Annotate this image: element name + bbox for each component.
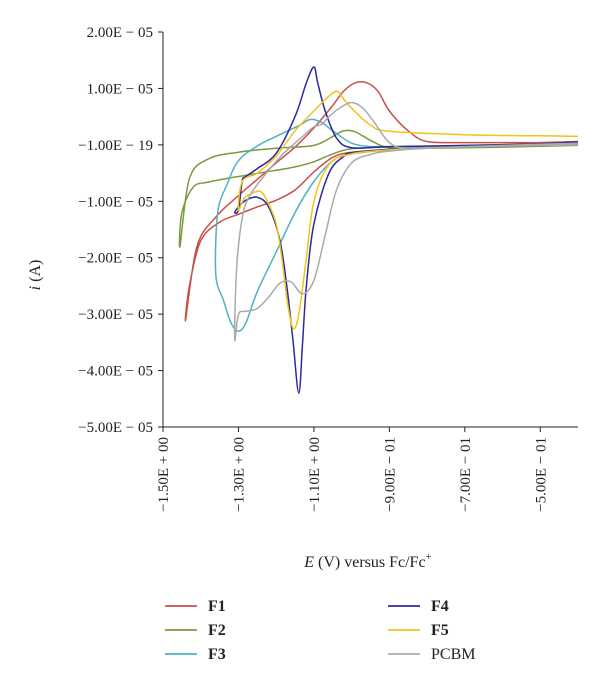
legend-label-pcbm: PCBM bbox=[431, 646, 475, 663]
x-axis-unit: (V) versus Fc/Fc bbox=[318, 554, 426, 571]
x-tick-label: −1.10E + 00 bbox=[307, 437, 323, 512]
legend-label-f2: F2 bbox=[208, 622, 226, 639]
plot-curves bbox=[178, 66, 579, 394]
y-tick-label: −5.00E − 05 bbox=[78, 420, 153, 436]
x-tick-label: −5.00E − 01 bbox=[533, 437, 549, 512]
x-axis-var: E bbox=[303, 554, 314, 571]
y-tick-label: −1.00E − 05 bbox=[78, 194, 153, 210]
y-tick-label: −1.00E − 19 bbox=[78, 138, 153, 154]
x-tick-label: −1.30E + 00 bbox=[231, 437, 247, 512]
x-axis-unit-sup: + bbox=[426, 551, 432, 563]
y-tick-label: 1.00E − 05 bbox=[87, 81, 153, 97]
y-axis-unit: (A) bbox=[27, 260, 44, 282]
legend-label-f1: F1 bbox=[208, 598, 226, 615]
series-line-pcbm bbox=[233, 101, 579, 342]
y-axis-var: i bbox=[27, 286, 44, 290]
legend-label-f4: F4 bbox=[431, 598, 449, 615]
x-axis-ticks: −1.50E + 00 −1.30E + 00 −1.10E + 00 −9.00E … bbox=[156, 427, 549, 512]
series-line-f2 bbox=[178, 129, 579, 248]
series-line-f1 bbox=[184, 81, 579, 322]
legend-label-f3: F3 bbox=[208, 646, 226, 663]
y-axis-title: i (A) bbox=[27, 260, 44, 291]
x-tick-label: −1.50E + 00 bbox=[156, 437, 172, 512]
y-tick-label: −4.00E − 05 bbox=[78, 364, 153, 380]
x-tick-label: −7.00E − 01 bbox=[458, 437, 474, 512]
series-line-f3 bbox=[214, 118, 579, 332]
legend: F1 F2 F3 F4 F5 PCBM bbox=[165, 598, 475, 663]
y-tick-label: −3.00E − 05 bbox=[78, 307, 153, 323]
y-tick-label: 2.00E − 05 bbox=[87, 25, 153, 41]
legend-label-f5: F5 bbox=[431, 622, 449, 639]
y-tick-label: −2.00E − 05 bbox=[78, 251, 153, 267]
x-axis-title: E (V) versus Fc/Fc+ bbox=[303, 551, 432, 571]
series-line-f5 bbox=[237, 90, 579, 330]
y-axis-ticks: 2.00E − 05 1.00E − 05 −1.00E − 19 −1.00E − … bbox=[78, 25, 163, 436]
x-tick-label: −9.00E − 01 bbox=[382, 437, 398, 512]
